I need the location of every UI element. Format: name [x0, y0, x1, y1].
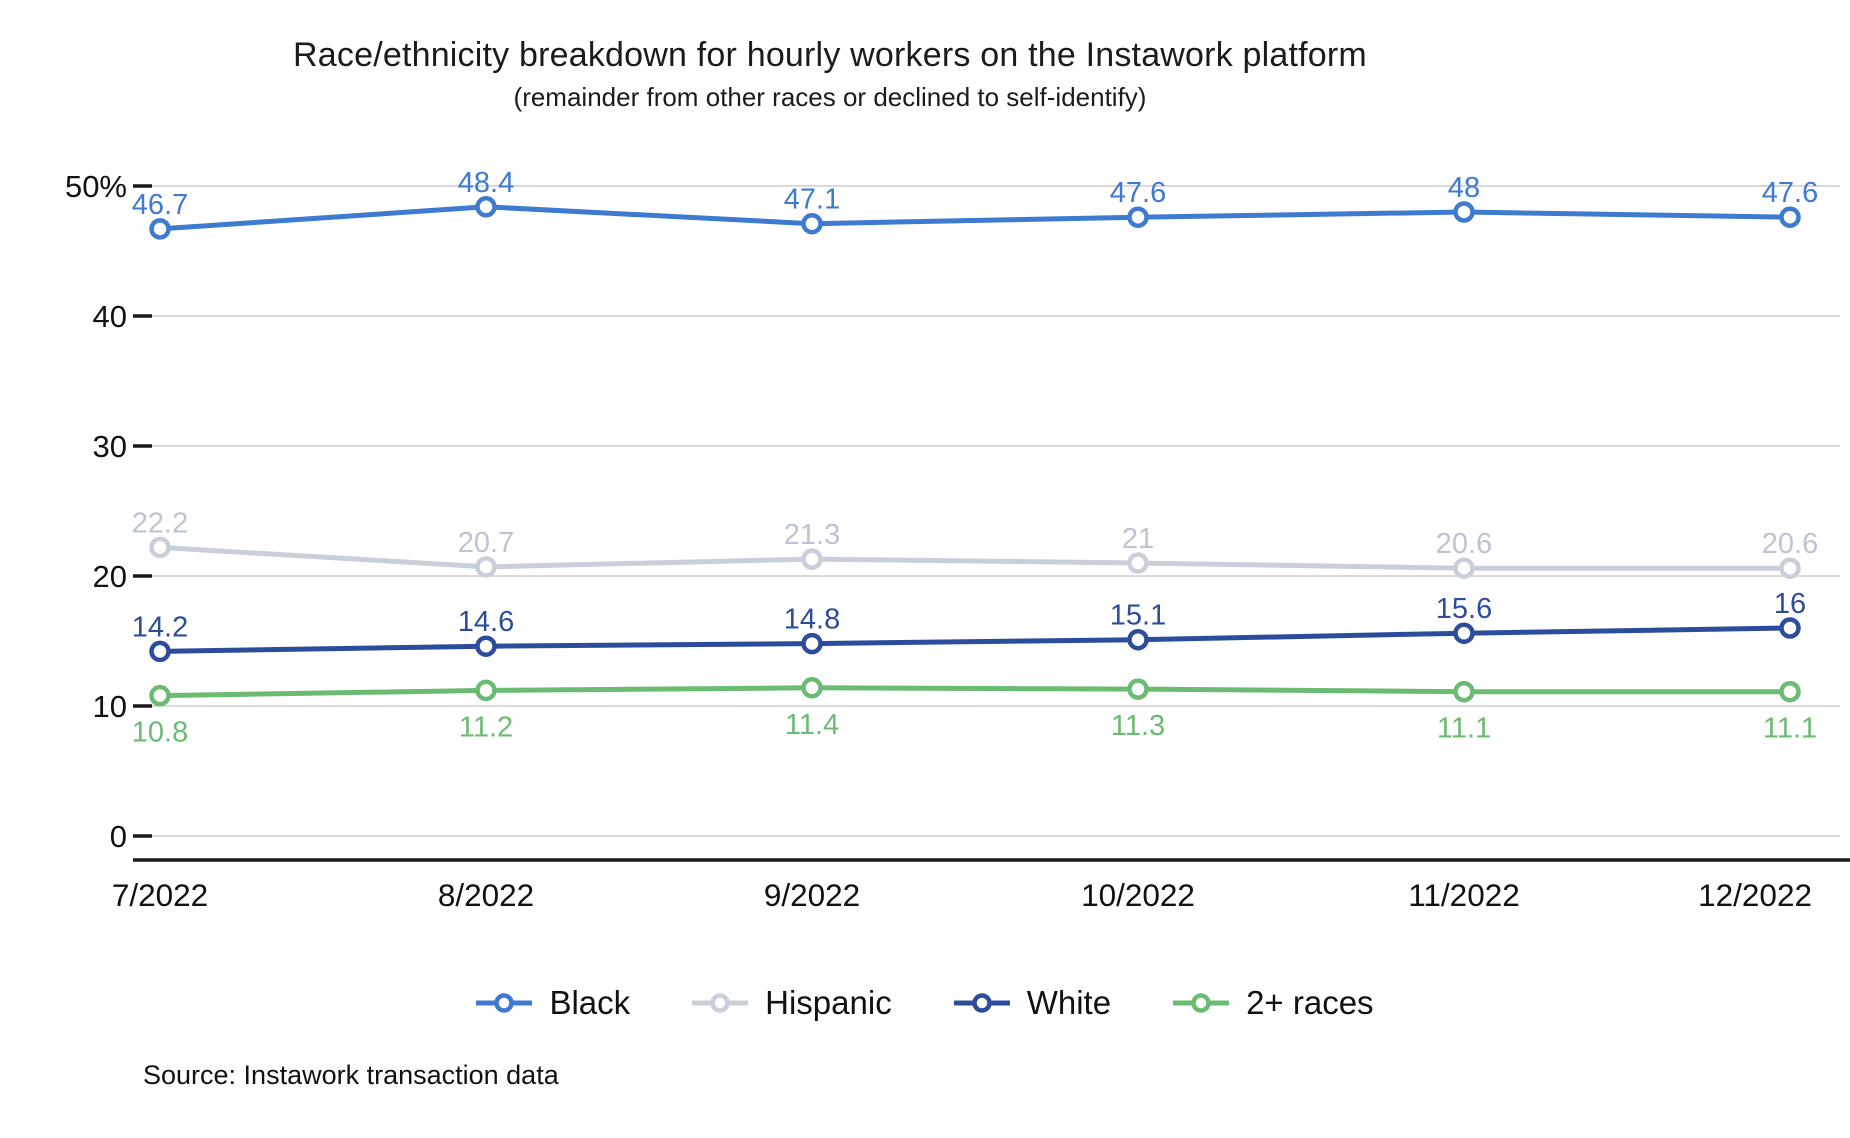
data-point-black: [149, 218, 171, 240]
data-point-label-2-races: 11.4: [785, 709, 839, 741]
legend-item-2-races: 2+ races: [1173, 984, 1374, 1022]
data-point-black: [1127, 206, 1149, 228]
legend-label: Hispanic: [765, 984, 892, 1021]
data-point-label-black: 48: [1448, 172, 1480, 204]
legend-item-black: Black: [476, 984, 630, 1022]
data-point-label-black: 46.7: [132, 189, 188, 221]
y-tick-label: 10: [93, 689, 127, 724]
data-point-hispanic: [1779, 557, 1801, 579]
data-point-label-black: 47.1: [784, 184, 840, 216]
chart-subtitle: (remainder from other races or declined …: [513, 82, 1147, 112]
data-point-white: [1453, 622, 1475, 644]
series-line-white: [157, 625, 1793, 654]
y-tick-label: 0: [110, 819, 127, 854]
data-point-2-races: [1453, 680, 1475, 703]
data-point-label-white: 15.6: [1436, 593, 1492, 625]
data-point-label-white: 14.2: [132, 611, 188, 643]
data-point-label-hispanic: 22.2: [132, 507, 188, 539]
data-point-white: [801, 632, 823, 655]
data-point-label-hispanic: 20.7: [458, 527, 514, 559]
data-point-hispanic: [1453, 557, 1475, 579]
x-tick-label: 12/2022: [1698, 877, 1812, 913]
data-point-label-white: 15.1: [1110, 600, 1166, 632]
legend-marker-icon: [476, 993, 533, 1013]
y-tick-label: 30: [93, 429, 127, 464]
data-point-white: [149, 640, 171, 663]
y-tick-label: 20: [93, 559, 127, 594]
x-tick-label: 9/2022: [764, 877, 860, 913]
source-note: Source: Instawork transaction data: [143, 1060, 559, 1090]
data-point-hispanic: [801, 548, 823, 570]
data-point-2-races: [1127, 678, 1149, 700]
data-point-label-2-races: 11.1: [1437, 713, 1491, 745]
legend-marker-icon: [1173, 993, 1230, 1013]
chart-legend: Black Hispanic White 2+ races: [0, 984, 1850, 1022]
x-tick-label: 11/2022: [1408, 877, 1520, 913]
data-point-label-white: 16: [1774, 588, 1806, 620]
data-point-label-white: 14.8: [784, 604, 840, 636]
data-point-black: [801, 212, 823, 235]
data-point-2-races: [1779, 680, 1801, 703]
x-tick-label: 10/2022: [1081, 877, 1195, 913]
data-point-2-races: [475, 679, 497, 702]
data-point-label-hispanic: 21.3: [784, 519, 840, 551]
data-point-label-black: 48.4: [458, 167, 514, 199]
data-point-label-2-races: 10.8: [132, 717, 188, 749]
series-line-2-races: [157, 685, 1793, 699]
data-point-white: [1779, 617, 1801, 639]
data-point-label-hispanic: 21: [1122, 523, 1154, 555]
x-tick-label: 8/2022: [438, 877, 534, 913]
legend-marker-icon: [692, 993, 749, 1013]
x-tick-label: 7/2022: [112, 877, 208, 913]
data-point-2-races: [149, 684, 171, 707]
data-point-label-2-races: 11.1: [1763, 713, 1817, 745]
data-point-label-black: 47.6: [1762, 177, 1818, 209]
series-line-hispanic: [157, 544, 1793, 571]
data-point-label-hispanic: 20.6: [1436, 528, 1492, 560]
line-chart: 0 10 20 30 40 50% 7/2022 8/2022 9/2022 10/2022 11/…: [65, 167, 1850, 913]
data-point-label-black: 47.6: [1110, 177, 1166, 209]
y-tick-label: 50%: [65, 169, 127, 204]
chart-title: Race/ethnicity breakdown for hourly work…: [293, 36, 1367, 74]
data-point-hispanic: [1127, 552, 1149, 574]
legend-label: 2+ races: [1246, 984, 1374, 1021]
data-point-white: [475, 635, 497, 657]
data-point-black: [1453, 201, 1475, 223]
data-point-label-2-races: 11.3: [1111, 710, 1165, 742]
series-line-black: [157, 204, 1793, 232]
legend-marker-icon: [953, 993, 1010, 1013]
legend-item-white: White: [953, 984, 1112, 1022]
data-point-label-hispanic: 20.6: [1762, 528, 1818, 560]
data-point-black: [1779, 206, 1801, 228]
data-point-2-races: [801, 677, 823, 699]
data-point-label-2-races: 11.2: [459, 711, 513, 743]
data-point-label-white: 14.6: [458, 606, 514, 638]
y-tick-label: 40: [93, 299, 127, 334]
data-point-hispanic: [149, 536, 171, 559]
legend-item-hispanic: Hispanic: [692, 984, 892, 1022]
data-point-hispanic: [475, 556, 497, 578]
data-point-black: [475, 196, 497, 218]
data-point-white: [1127, 628, 1149, 651]
legend-label: White: [1026, 984, 1112, 1021]
legend-label: Black: [549, 984, 631, 1021]
